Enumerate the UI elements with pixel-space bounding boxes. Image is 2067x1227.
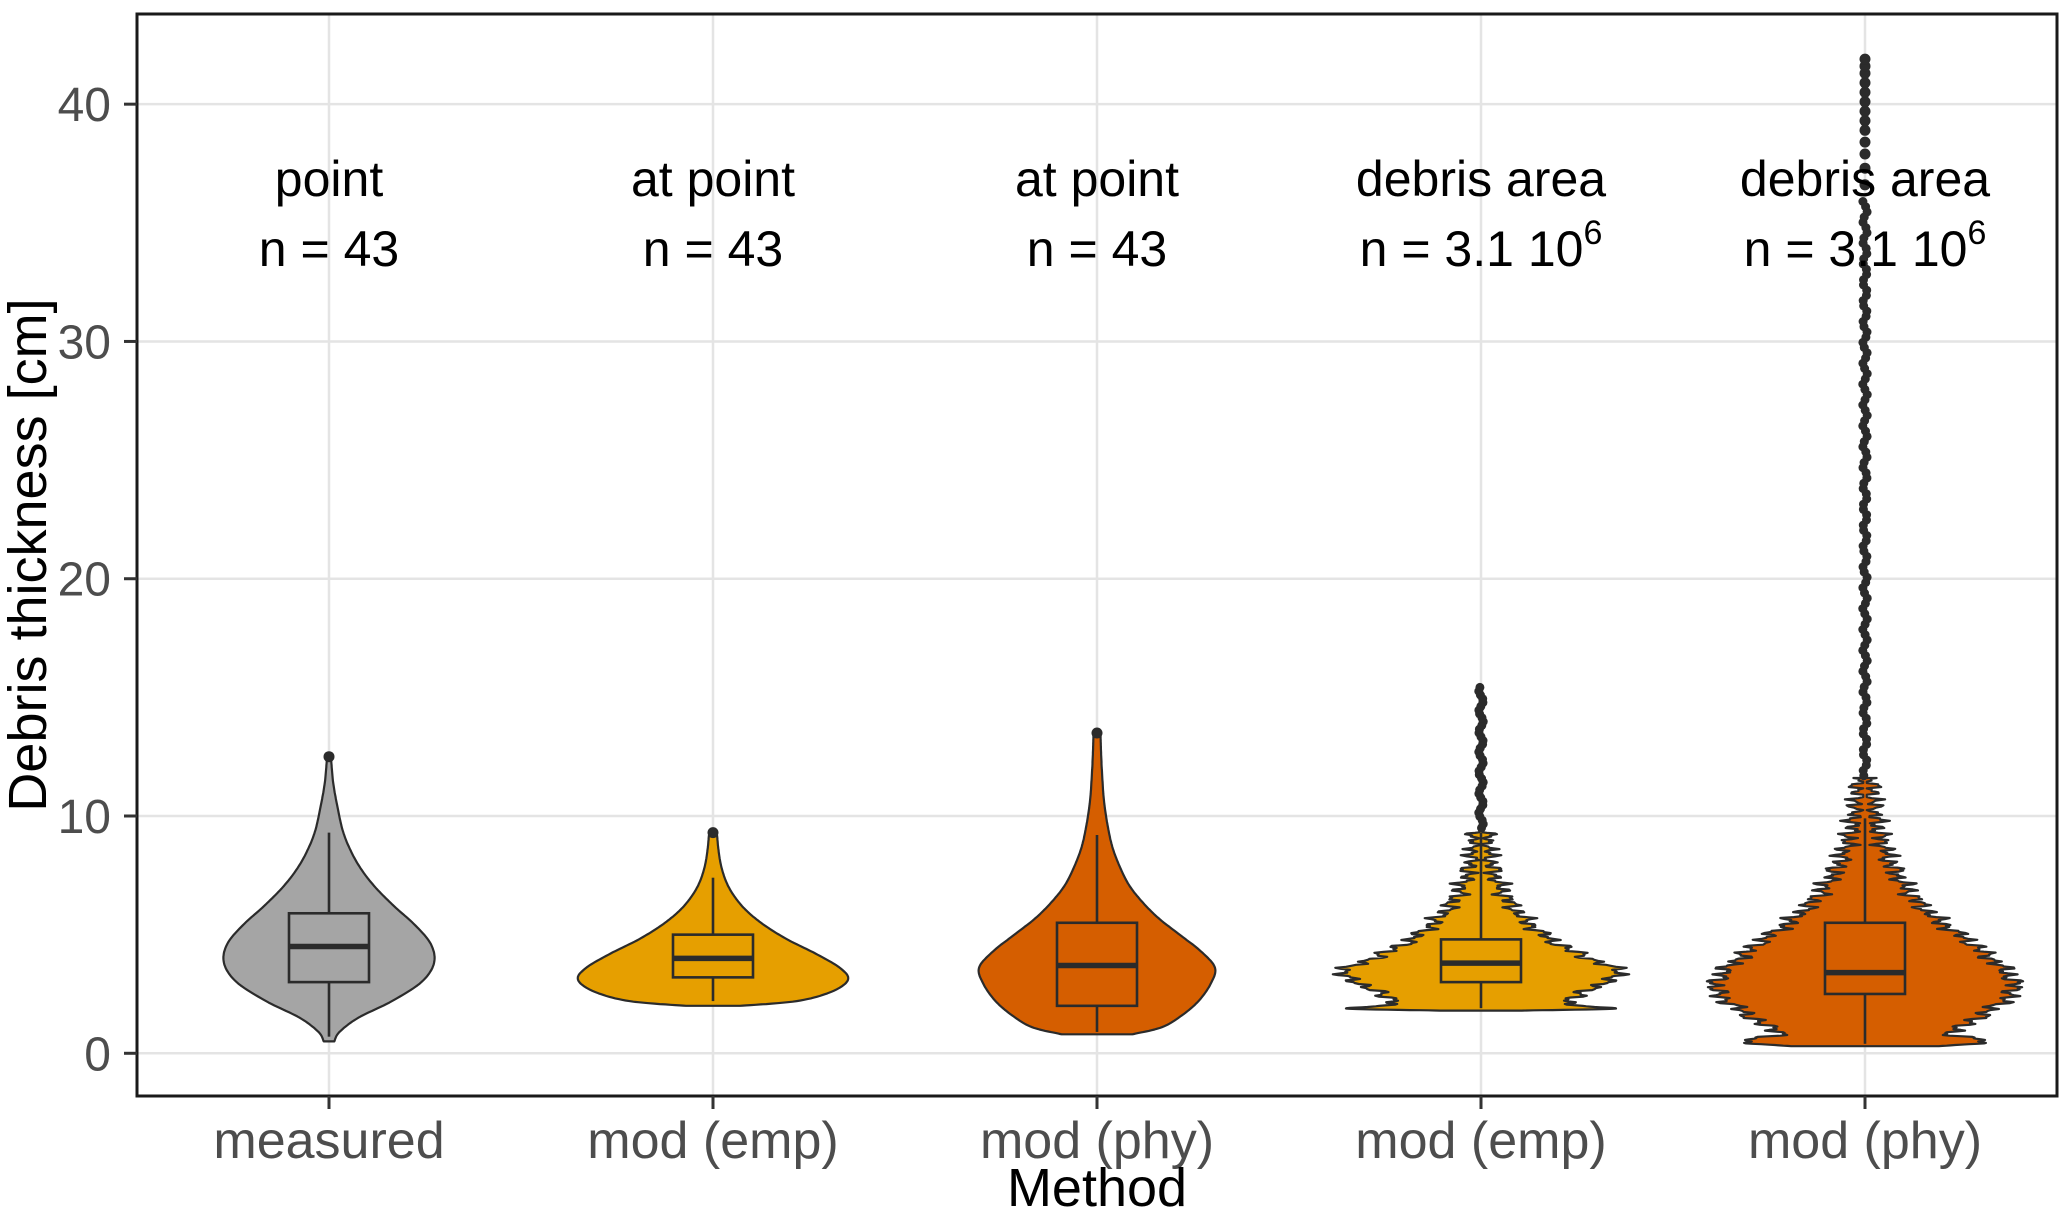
- x-tick-label-1: mod (emp): [587, 1112, 838, 1170]
- violin-group-1: [576, 827, 850, 1007]
- annotation-superscript: 6: [1583, 214, 1602, 252]
- annotation-line2-2: n = 43: [1027, 221, 1167, 277]
- violin-group-2: [977, 727, 1217, 1036]
- x-tick-label-0: measured: [213, 1112, 444, 1170]
- y-tick-label: 40: [58, 79, 111, 132]
- outlier-dot: [1475, 682, 1485, 692]
- annotation-line2-3: n = 3.1 106: [1360, 214, 1603, 277]
- annotation-line2-text: n = 43: [259, 221, 399, 277]
- outlier-dot: [1858, 197, 1868, 206]
- annotation-line1-2: at point: [1015, 151, 1179, 207]
- outlier-dot: [1859, 96, 1871, 108]
- x-tick-label-4: mod (phy): [1748, 1112, 1982, 1170]
- violin-group-4: [1705, 53, 2025, 1048]
- annotation-line1-1: at point: [631, 151, 795, 207]
- outlier-dot: [1859, 115, 1871, 127]
- y-tick-label: 30: [58, 316, 111, 369]
- x-tick-label-2: mod (phy): [980, 1112, 1214, 1170]
- y-axis-title: Debris thickness [cm]: [0, 298, 58, 811]
- annotation-line1-0: point: [275, 151, 384, 207]
- outlier-dot: [1859, 148, 1871, 160]
- annotation-line2-0: n = 43: [259, 221, 399, 277]
- annotation-line2-1: n = 43: [643, 221, 783, 277]
- y-tick-label: 20: [58, 554, 111, 607]
- annotation-line2-text: n = 3.1 10: [1744, 221, 1968, 277]
- violin-group-3: [1331, 682, 1631, 1012]
- annotation-line1-4: debris area: [1740, 151, 1990, 207]
- outlier-dot: [1859, 53, 1871, 65]
- annotation-line1-3: debris area: [1356, 151, 1606, 207]
- outlier-dot: [707, 827, 719, 839]
- outlier-dot: [1859, 162, 1871, 174]
- annotation-line2-text: n = 3.1 10: [1360, 221, 1584, 277]
- outlier-dot: [1859, 77, 1871, 89]
- outlier-dot: [1859, 105, 1871, 117]
- outlier-dot: [1091, 727, 1103, 739]
- x-axis-title: Method: [1007, 1158, 1187, 1218]
- outlier-dot: [323, 751, 335, 763]
- box-4: [1823, 921, 1907, 996]
- annotation-line2-4: n = 3.1 106: [1744, 214, 1987, 277]
- annotation-line2-text: n = 43: [643, 221, 783, 277]
- x-tick-label-3: mod (emp): [1355, 1112, 1606, 1170]
- y-tick-label: 0: [84, 1028, 111, 1081]
- outlier-dot: [1859, 124, 1871, 136]
- outlier-dot: [1859, 86, 1871, 98]
- y-tick-label: 10: [58, 791, 111, 844]
- annotation-line2-text: n = 43: [1027, 221, 1167, 277]
- violin-group-0: [222, 751, 436, 1043]
- outlier-dot: [1859, 179, 1871, 191]
- annotation-superscript: 6: [1967, 214, 1986, 252]
- outlier-dot: [1859, 136, 1871, 148]
